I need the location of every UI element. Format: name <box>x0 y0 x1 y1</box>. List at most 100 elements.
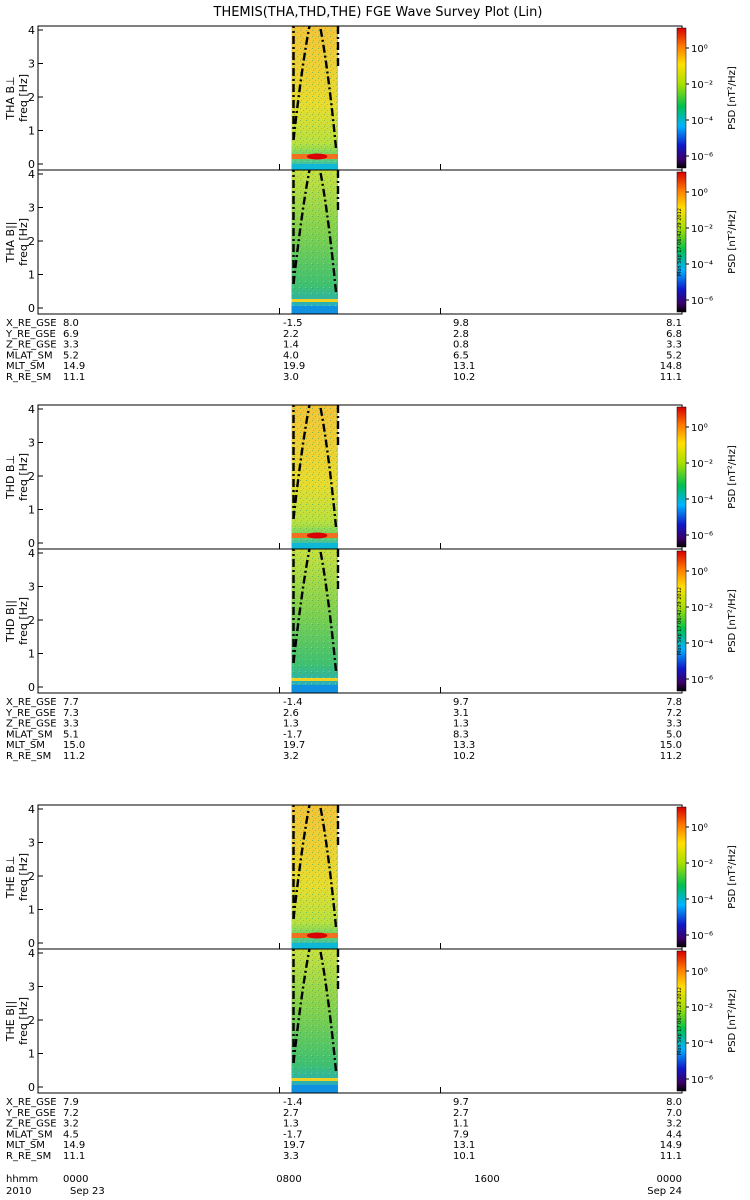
ephemeris-value: 7.2 <box>666 708 682 719</box>
ephemeris-value: -1.4 <box>283 697 303 708</box>
cyclotron-frequency-curve <box>318 548 338 672</box>
colorbar-tick-label: 10⁰ <box>691 823 708 834</box>
freq-axis-label: freq [Hz] <box>17 74 30 122</box>
ephemeris-value: -1.7 <box>283 729 303 740</box>
ephemeris-value: 13.1 <box>453 361 475 372</box>
freq-axis-label: freq [Hz] <box>17 597 30 645</box>
timestamp-stamp: Mon Sep 17 06:42:29 2012 <box>677 987 683 1055</box>
panel-background <box>38 170 682 314</box>
colorbar-tick-label: 10⁻⁶ <box>691 152 713 163</box>
ephemeris-value: 9.8 <box>453 318 469 329</box>
y-tick-label: 1 <box>28 904 35 917</box>
y-tick-label: 4 <box>28 168 35 181</box>
ephemeris-value: 6.9 <box>63 329 79 340</box>
colorbar-gradient <box>676 27 687 169</box>
colorbar-tick-label: 10⁻⁶ <box>691 675 713 686</box>
figure-title: THEMIS(THA,THD,THE) FGE Wave Survey Plot… <box>213 5 543 20</box>
colorbar-tick-label: 10⁰ <box>691 423 708 434</box>
spectrogram-peak <box>306 932 328 939</box>
ephemeris-value: 11.2 <box>660 751 682 762</box>
ephemeris-value: 8.0 <box>63 318 79 329</box>
colorbar-tick-label: 10⁻² <box>691 603 713 614</box>
cyclotron-frequency-curve <box>292 548 311 664</box>
colorbar-label: PSD [nT²/Hz] <box>727 989 738 1053</box>
colorbar-gradient <box>676 171 687 313</box>
ephemeris-row-name: Z_RE_GSE <box>6 719 57 730</box>
y-tick-label: 1 <box>28 1048 35 1061</box>
spectrogram-bottom-band <box>291 543 338 549</box>
ephemeris-row-name: X_RE_GSE <box>6 318 57 329</box>
colorbar-label: PSD [nT²/Hz] <box>727 445 738 509</box>
ephemeris-value: 3.3 <box>666 340 682 351</box>
ephemeris-value: 13.3 <box>453 740 475 751</box>
panel-label: THD B|| <box>4 600 17 643</box>
ephemeris-value: 3.0 <box>283 372 299 383</box>
colorbar-tick-label: 10⁻⁶ <box>691 296 713 307</box>
y-tick-label: 4 <box>28 403 35 416</box>
ephemeris-value: 1.3 <box>453 719 469 730</box>
psd-colorbar: 10⁰ 10⁻² 10⁻⁴ 10⁻⁶ PSD [nT²/Hz] <box>676 27 738 169</box>
spectrogram-bottom-band <box>291 164 338 170</box>
y-tick-label: 2 <box>28 91 35 104</box>
ephemeris-value: 10.1 <box>453 1151 475 1162</box>
time-tick-label: 0000 <box>657 1174 682 1185</box>
ephemeris-value: 14.9 <box>63 1140 85 1151</box>
cyclotron-frequency-curve <box>318 169 338 293</box>
y-tick-label: 2 <box>28 235 35 248</box>
ephemeris-value: 0.8 <box>453 340 469 351</box>
spectrogram-bottom-band <box>291 1085 338 1093</box>
ephemeris-value: 1.3 <box>283 719 299 730</box>
y-tick-label: 1 <box>28 125 35 138</box>
ephemeris-value: 7.9 <box>63 1097 79 1108</box>
ephemeris-row-name: Y_RE_GSE <box>5 708 56 719</box>
y-tick-label: 0 <box>28 302 35 315</box>
y-tick-label: 3 <box>28 981 35 994</box>
y-tick-label: 2 <box>28 470 35 483</box>
panel-background <box>38 949 682 1093</box>
freq-axis-label: freq [Hz] <box>17 218 30 266</box>
freq-axis-label: freq [Hz] <box>17 853 30 901</box>
ephemeris-value: 8.0 <box>666 1097 682 1108</box>
panel-background <box>38 549 682 693</box>
ephemeris-value: 19.7 <box>283 1140 305 1151</box>
colorbar-tick-label: 10⁰ <box>691 567 708 578</box>
ephemeris-row-name: Y_RE_GSE <box>5 1108 56 1119</box>
time-row-label-hhmm: hhmm <box>6 1174 38 1185</box>
panel-label: THA B|| <box>4 222 17 264</box>
spectrogram-panel: 0 1 2 3 4 THE B|| freq [Hz] 10⁰ 10⁻² 10⁻⁴ 10⁻⁶ PSD … <box>4 947 738 1094</box>
ephemeris-row-name: MLAT_SM <box>6 1129 53 1140</box>
ephemeris-value: 4.4 <box>666 1129 682 1140</box>
ephemeris-value: 19.9 <box>283 361 305 372</box>
ephemeris-value: 3.1 <box>453 708 469 719</box>
ephemeris-value: 1.3 <box>283 1119 299 1130</box>
spectrogram-peak <box>306 153 328 160</box>
ephemeris-table: X_RE_GSE 8.0 -1.5 9.8 8.1 Y_RE_GSE 6.9 2.2 2.8 6.… <box>5 318 682 383</box>
cyclotron-frequency-curve <box>318 948 338 1072</box>
ephemeris-value: 15.0 <box>660 740 682 751</box>
ephemeris-value: 11.1 <box>63 372 85 383</box>
spectrogram-low-freq-band <box>291 1078 338 1081</box>
colorbar-tick-label: 10⁻² <box>691 1003 713 1014</box>
ephemeris-row-name: MLAT_SM <box>6 729 53 740</box>
colorbar-tick-label: 10⁻⁴ <box>691 495 713 506</box>
ephemeris-value: 11.2 <box>63 751 85 762</box>
ephemeris-value: 14.9 <box>63 361 85 372</box>
ephemeris-value: 9.7 <box>453 1097 469 1108</box>
ephemeris-value: 2.8 <box>453 329 469 340</box>
ephemeris-value: 11.1 <box>660 1151 682 1162</box>
freq-axis-label: freq [Hz] <box>17 453 30 501</box>
y-tick-label: 0 <box>28 1081 35 1094</box>
ephemeris-value: 6.5 <box>453 350 469 361</box>
panel-background <box>38 26 682 170</box>
panel-background <box>38 405 682 549</box>
y-tick-label: 4 <box>28 24 35 37</box>
ephemeris-value: 13.1 <box>453 1140 475 1151</box>
ephemeris-value: 3.3 <box>283 1151 299 1162</box>
cyclotron-frequency-curve <box>292 25 311 141</box>
time-tick-label: Sep 24 <box>647 1186 682 1197</box>
panel-label: THE B⊥ <box>4 856 17 900</box>
colorbar-tick-label: 10⁰ <box>691 44 708 55</box>
ephemeris-value: 2.6 <box>283 708 299 719</box>
colorbar-tick-label: 10⁻² <box>691 224 713 235</box>
y-tick-label: 3 <box>28 58 35 71</box>
